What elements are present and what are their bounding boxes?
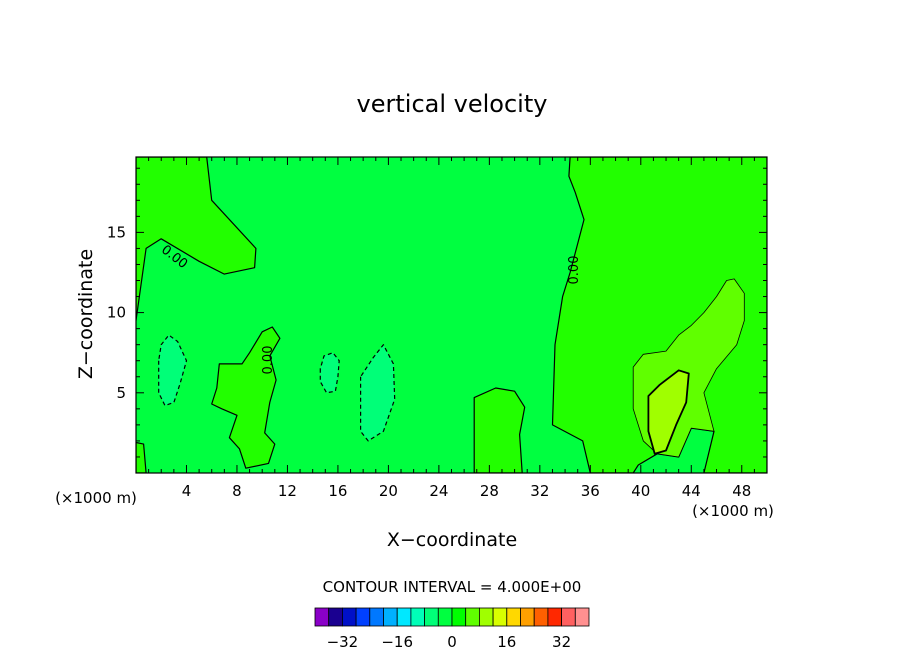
colorbar-swatch xyxy=(492,607,508,627)
colorbar-tick-label: 32 xyxy=(552,633,571,651)
colorbar-swatch xyxy=(369,607,384,627)
colorbar-swatch xyxy=(341,607,357,627)
region-negative-3 xyxy=(360,344,396,442)
contour-interval-label: CONTOUR INTERVAL = 4.000E+00 xyxy=(323,578,582,596)
colorbar-swatch xyxy=(533,607,549,627)
x-tick-label: 24 xyxy=(429,482,448,500)
colorbar-swatch xyxy=(328,607,343,627)
colorbar-swatch xyxy=(547,607,563,627)
region-right-positive xyxy=(551,157,767,473)
colorbar-swatch xyxy=(410,607,425,627)
x-tick-label: 12 xyxy=(278,482,297,500)
contour-label: 0.00 xyxy=(261,346,276,375)
y-tick-label: 15 xyxy=(107,223,126,241)
region-mid-left-positive xyxy=(211,326,281,469)
region-bottom-center-positive xyxy=(473,387,526,473)
colorbar-swatch xyxy=(424,607,439,627)
x-axis-unit-right: (×1000 m) xyxy=(692,502,774,520)
x-tick-label: 36 xyxy=(581,482,600,500)
colorbar-swatch xyxy=(383,607,398,627)
x-tick-label: 28 xyxy=(480,482,499,500)
colorbar-tick-label: 16 xyxy=(497,633,516,651)
x-tick-label: 44 xyxy=(682,482,701,500)
x-axis-label: X−coordinate xyxy=(387,529,517,551)
x-tick-label: 40 xyxy=(631,482,650,500)
chart-title: vertical velocity xyxy=(357,90,548,118)
colorbar-swatch xyxy=(520,607,535,627)
x-tick-label: 48 xyxy=(732,482,751,500)
colorbar-swatch xyxy=(506,607,521,627)
plot-area: 0.000.000.00 xyxy=(136,157,767,473)
contour-label: 0.00 xyxy=(567,256,582,285)
x-tick-label: 4 xyxy=(182,482,192,500)
region-negative-2 xyxy=(319,352,340,394)
colorbar-swatch xyxy=(451,607,467,627)
y-tick-label: 10 xyxy=(107,304,126,322)
colorbar: −32 −16 0 16 32 xyxy=(314,607,590,651)
x-axis-unit-left: (×1000 m) xyxy=(55,489,137,507)
x-tick-label: 20 xyxy=(379,482,398,500)
colorbar-swatch xyxy=(465,607,480,627)
colorbar-tick-label: −32 xyxy=(327,633,359,651)
region-negative-1 xyxy=(158,334,188,407)
colorbar-swatch xyxy=(314,607,330,627)
colorbar-tick-label: 0 xyxy=(447,633,457,651)
contour-field xyxy=(136,157,767,473)
x-tick-label: 32 xyxy=(530,482,549,500)
colorbar-swatch xyxy=(355,607,371,627)
y-axis-label: Z−coordinate xyxy=(75,249,97,379)
region-bottom-left-positive xyxy=(136,441,147,473)
region-cell-inner xyxy=(647,369,690,455)
y-tick-label: 5 xyxy=(116,384,126,402)
colorbar-tick-label: −16 xyxy=(381,633,413,651)
region-upper-left-positive xyxy=(136,157,257,322)
x-tick-label: 16 xyxy=(328,482,347,500)
colorbar-swatch xyxy=(437,607,453,627)
x-tick-label: 8 xyxy=(232,482,242,500)
colorbar-swatch xyxy=(478,607,494,627)
colorbar-swatch xyxy=(574,607,590,627)
colorbar-swatch xyxy=(561,607,576,627)
colorbar-swatch xyxy=(396,607,412,627)
